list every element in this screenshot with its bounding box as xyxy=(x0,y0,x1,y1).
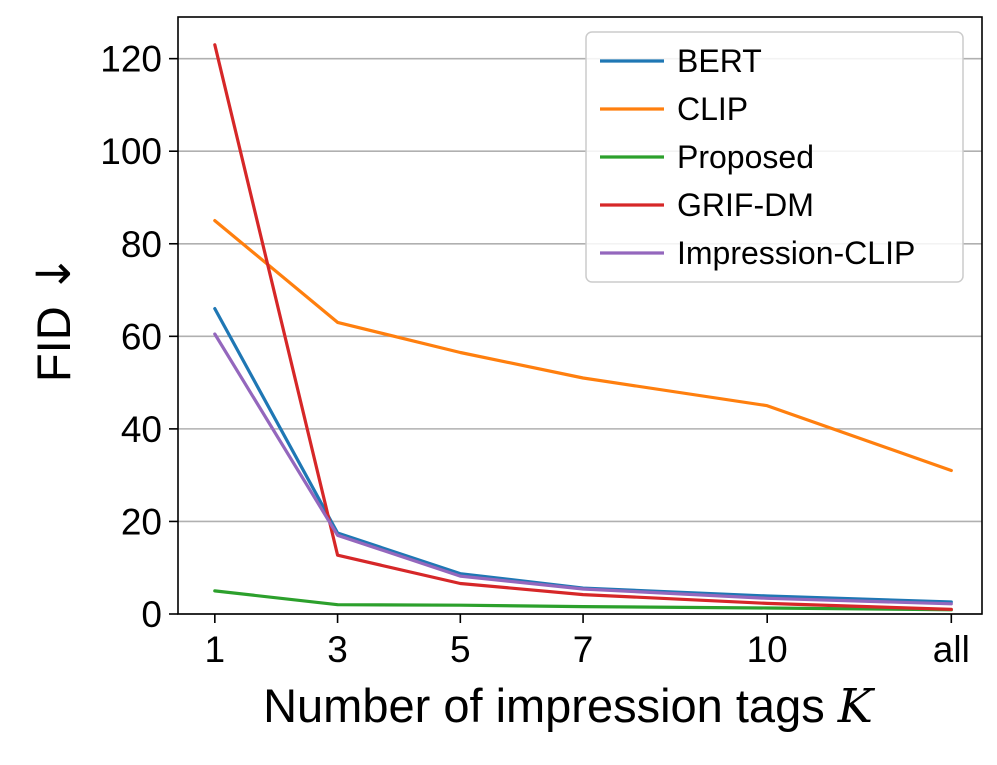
x-tick-label: all xyxy=(933,629,970,670)
x-axis-title-text: Number of impression tags xyxy=(263,679,825,732)
y-tick-label: 40 xyxy=(121,409,162,450)
series-line-bert xyxy=(213,307,953,604)
legend-box xyxy=(585,31,964,283)
x-tick-label: 7 xyxy=(573,629,594,670)
legend-label-proposed: Proposed xyxy=(677,139,814,175)
plot-frame xyxy=(177,16,983,615)
grid-lines xyxy=(178,57,982,615)
y-axis-title-text: FID xyxy=(27,306,80,382)
x-axis-title: Number of impression tags K xyxy=(263,679,876,734)
series-line-clip xyxy=(213,219,953,473)
legend: BERT CLIP Proposed GRIF-DM Impression-CLIP xyxy=(585,31,964,283)
y-axis-title-arrow: ↓ xyxy=(27,254,82,293)
y-tick-label: 120 xyxy=(100,39,162,80)
x-tick-label: 1 xyxy=(205,629,226,670)
y-tick-label: 80 xyxy=(121,224,162,265)
x-tick-label: 10 xyxy=(747,629,788,670)
axes: 0 20 40 60 80 100 120 1 3 5 7 10 all xyxy=(100,39,970,670)
series-line-grif-dm xyxy=(213,43,953,612)
x-tick-label: 5 xyxy=(450,629,471,670)
y-tick-label: 60 xyxy=(121,316,162,357)
y-tick-label: 0 xyxy=(141,594,162,635)
y-tick-label: 100 xyxy=(100,131,162,172)
legend-label-grif-dm: GRIF-DM xyxy=(677,187,814,223)
series-line-impression-clip xyxy=(213,332,953,606)
series-line-proposed xyxy=(213,589,953,612)
legend-label-clip: CLIP xyxy=(677,91,748,127)
y-tick-label: 20 xyxy=(121,501,162,542)
x-axis-title-variable: K xyxy=(837,679,876,734)
series-lines xyxy=(213,43,953,612)
legend-label-bert: BERT xyxy=(677,43,762,79)
legend-label-impression-clip: Impression-CLIP xyxy=(677,235,915,271)
y-axis-title: FID ↓ xyxy=(27,254,82,382)
x-tick-label: 3 xyxy=(327,629,348,670)
